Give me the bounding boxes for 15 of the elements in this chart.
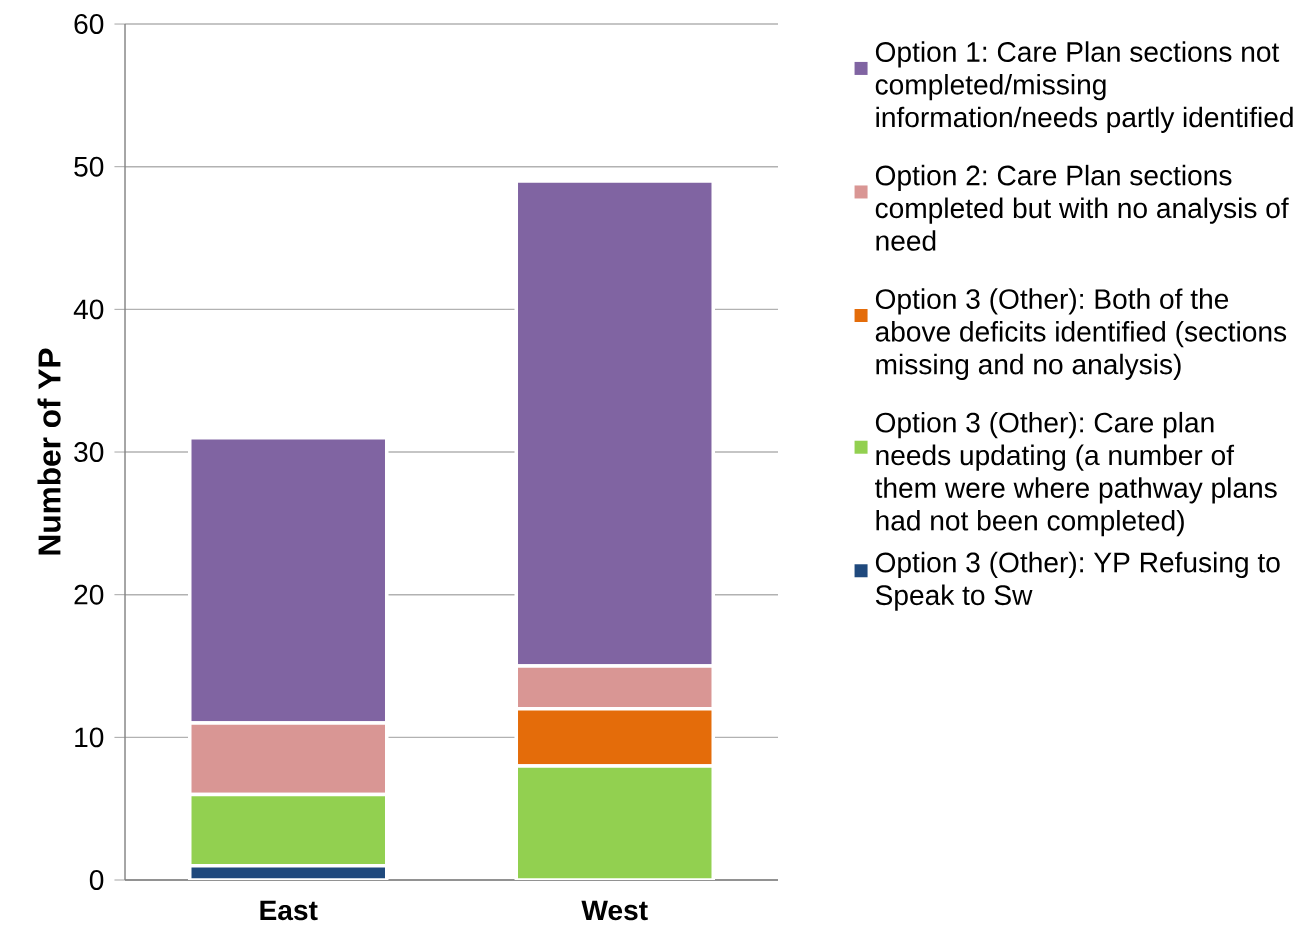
x-tick-label: East [260,900,318,921]
legend-label: Option 1: Care Plan sections not completed/missing information/needs partly identified [875,41,1293,133]
legend-label: Option 3 (Other): Care plan needs updating (a number of them were where pathway plans had not been completed) [875,411,1277,537]
y-tick-label: 60 [74,14,104,34]
y-tick-label: 30 [74,442,104,462]
y-tick-label: 10 [75,727,104,748]
x-tick-label: West [581,900,648,921]
legend-label: Option 3 (Other): Both of the above deficits identified (sections missing and no analysis) [875,288,1287,380]
y-tick-label: 0 [89,870,104,890]
legend-label: Option 3 (Other): YP Refusing to Speak to Sw [875,551,1280,611]
y-axis-title: Number of YP [37,348,61,555]
y-tick-label: 50 [74,156,104,177]
y-tick-label: 40 [73,299,104,320]
y-tick-label: 20 [74,584,104,605]
legend-label: Option 2: Care Plan sections completed but with no analysis of need [875,164,1289,251]
